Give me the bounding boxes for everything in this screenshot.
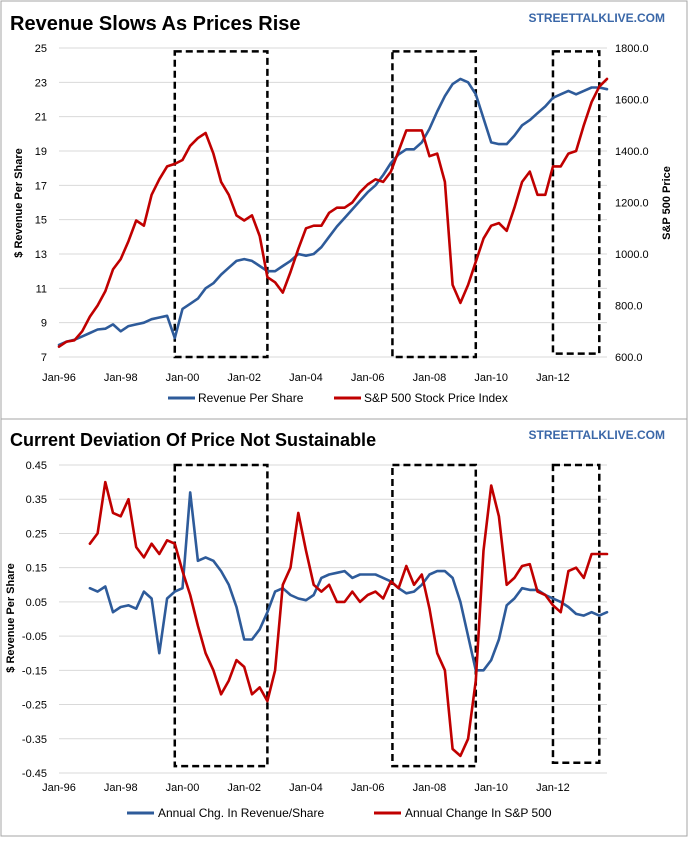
y-tick-label: 0.05 xyxy=(26,597,47,609)
series-line-annual-chg-in-revenue-share xyxy=(88,491,609,672)
y-tick-label: -0.05 xyxy=(22,631,47,643)
x-tick-label: Jan-98 xyxy=(104,372,138,384)
x-tick-label: Jan-00 xyxy=(166,372,200,384)
y-right-tick-label: 1000.0 xyxy=(615,249,649,261)
highlight-box xyxy=(173,463,269,768)
y-axis-right: 600.0 800.0 1000.0 1200.0 1400.0 1600.0 1800.0 xyxy=(615,43,649,364)
y-tick-label: 13 xyxy=(35,249,47,261)
x-tick-label: Jan-08 xyxy=(413,782,447,794)
y-tick-label: 19 xyxy=(35,146,47,158)
y-tick-label: 23 xyxy=(35,77,47,89)
y-axis-left: 7 9 11 13 15 17 19 21 23 25 xyxy=(35,43,47,364)
y-tick-label: 9 xyxy=(41,318,47,330)
chart-title: Revenue Slows As Prices Rise xyxy=(10,13,301,35)
highlight-boxes xyxy=(173,463,601,768)
y-axis-left-label: $ Revenue Per Share xyxy=(13,148,25,257)
legend-label-sp500: S&P 500 Stock Price Index xyxy=(364,391,508,405)
x-tick-label: Jan-06 xyxy=(351,782,385,794)
x-tick-label: Jan-04 xyxy=(289,782,323,794)
grid-lines xyxy=(59,464,607,774)
y-right-tick-label: 1800.0 xyxy=(615,43,649,55)
x-tick-label: Jan-10 xyxy=(474,372,508,384)
x-tick-label: Jan-04 xyxy=(289,372,323,384)
highlight-box xyxy=(173,50,269,359)
y-right-tick-label: 1600.0 xyxy=(615,95,649,107)
y-tick-label: -0.25 xyxy=(22,700,47,712)
highlight-box xyxy=(391,463,478,768)
x-tick-label: Jan-02 xyxy=(227,782,261,794)
highlight-box xyxy=(551,463,601,764)
y-axis-right-label: S&P 500 Price xyxy=(661,166,673,240)
y-right-tick-label: 1200.0 xyxy=(615,198,649,210)
y-axis-left: 0.45 0.35 0.25 0.15 0.05 -0.05 -0.15 -0.25 -0.35… xyxy=(22,460,47,780)
y-tick-label: -0.45 xyxy=(22,768,47,780)
legend: Annual Chg. In Revenue/Share Annual Chan… xyxy=(127,806,552,820)
legend: Revenue Per Share S&P 500 Stock Price In… xyxy=(168,391,508,405)
watermark-text: STREETTALKLIVE.COM xyxy=(529,428,665,442)
y-right-tick-label: 800.0 xyxy=(615,301,643,313)
series-line-s-p-500-stock-price-index xyxy=(57,77,609,349)
x-tick-label: Jan-96 xyxy=(42,372,76,384)
y-tick-label: 11 xyxy=(36,283,47,295)
y-tick-label: 17 xyxy=(35,180,47,192)
x-tick-label: Jan-02 xyxy=(227,372,261,384)
series-lines xyxy=(57,77,609,349)
legend-label-sp500-change: Annual Change In S&P 500 xyxy=(405,806,552,820)
y-right-tick-label: 1400.0 xyxy=(615,146,649,158)
chart-title: Current Deviation Of Price Not Sustainab… xyxy=(10,430,376,450)
y-tick-label: 0.25 xyxy=(26,528,47,540)
y-right-tick-label: 600.0 xyxy=(615,352,643,364)
y-axis-left-label: $ Revenue Per Share xyxy=(5,563,17,672)
watermark-text: STREETTALKLIVE.COM xyxy=(529,11,665,25)
x-tick-label: Jan-10 xyxy=(474,782,508,794)
legend-label-revenue: Revenue Per Share xyxy=(198,391,304,405)
y-tick-label: 0.35 xyxy=(26,494,47,506)
x-tick-label: Jan-96 xyxy=(42,782,76,794)
x-tick-label: Jan-12 xyxy=(536,782,570,794)
x-tick-label: Jan-06 xyxy=(351,372,385,384)
legend-label-revenue-change: Annual Chg. In Revenue/Share xyxy=(158,806,324,820)
x-tick-label: Jan-00 xyxy=(166,782,200,794)
series-line-revenue-per-share xyxy=(57,77,609,347)
series-line-annual-change-in-s-p-500 xyxy=(88,480,609,758)
y-tick-label: 0.15 xyxy=(26,563,47,575)
y-tick-label: 0.45 xyxy=(26,460,47,472)
panel-revenue-vs-price: Revenue Slows As Prices Rise STREETTALKL… xyxy=(10,11,673,405)
y-tick-label: -0.15 xyxy=(22,665,47,677)
x-tick-label: Jan-08 xyxy=(413,372,447,384)
highlight-boxes xyxy=(173,50,601,359)
x-axis: Jan-96 Jan-98 Jan-00 Jan-02 Jan-04 Jan-06 Jan-… xyxy=(42,372,570,384)
y-tick-label: 15 xyxy=(35,215,47,227)
x-tick-label: Jan-98 xyxy=(104,782,138,794)
y-tick-label: 7 xyxy=(41,352,47,364)
panel-deviation: Current Deviation Of Price Not Sustainab… xyxy=(5,428,665,820)
y-tick-label: 25 xyxy=(35,43,47,55)
grid-lines xyxy=(59,47,607,358)
series-lines xyxy=(88,480,609,758)
highlight-box xyxy=(391,50,478,359)
x-tick-label: Jan-12 xyxy=(536,372,570,384)
y-tick-label: -0.35 xyxy=(22,734,47,746)
y-tick-label: 21 xyxy=(35,112,47,124)
highlight-box xyxy=(551,50,601,355)
x-axis: Jan-96 Jan-98 Jan-00 Jan-02 Jan-04 Jan-06 Jan-… xyxy=(42,782,570,794)
